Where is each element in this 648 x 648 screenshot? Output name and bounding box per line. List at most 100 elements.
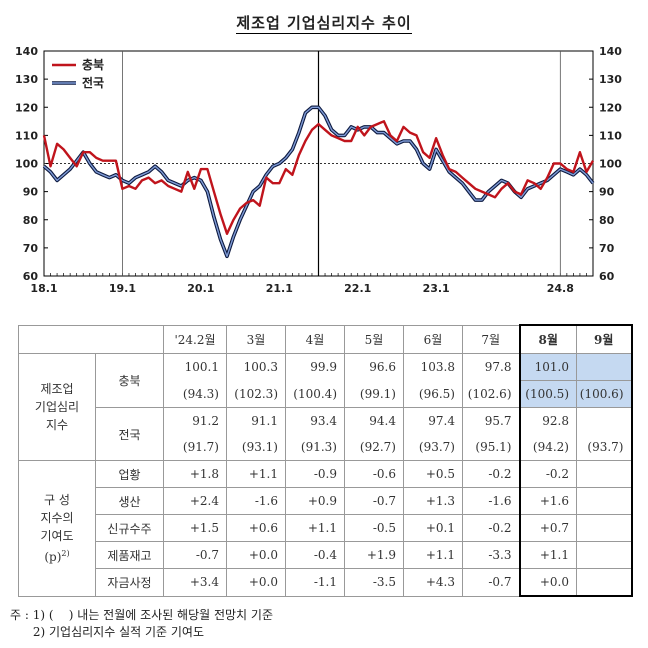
table-cell: +1.6	[518, 487, 577, 515]
table-cell: +1.8	[163, 460, 227, 488]
y-tick-label-left: 70	[23, 242, 39, 255]
table-cell	[576, 514, 633, 542]
table-cell: +0.1	[403, 514, 463, 542]
table-cell: (102.3)	[226, 380, 286, 408]
header-month: '24.2월	[163, 324, 227, 354]
y-tick-label-left: 110	[15, 129, 38, 142]
table-cell: (100.5)	[518, 380, 577, 408]
table-cell	[576, 568, 633, 597]
header-month: 5월	[344, 324, 404, 354]
data-table: '24.2월 3월 4월 5월 6월 7월 8월 9월 제조업 기업심리 지수 …	[18, 324, 633, 597]
group-label-p: (p)	[44, 549, 62, 564]
x-tick-label: 23.1	[423, 282, 450, 295]
table-cell: (91.7)	[163, 434, 227, 461]
table-cell: -0.2	[462, 460, 520, 488]
component-label: 업황	[95, 460, 164, 488]
header-month: 7월	[462, 324, 520, 354]
y-tick-label-left: 100	[15, 158, 38, 171]
component-label: 신규수주	[95, 514, 164, 542]
group-label-line: 기여도	[40, 528, 74, 543]
table-cell: +0.7	[518, 514, 577, 542]
table-cell: +1.9	[344, 541, 404, 569]
y-tick-label-right: 110	[599, 129, 622, 142]
table-cell: 91.2	[163, 407, 227, 434]
table-cell: +4.3	[403, 568, 463, 597]
table-cell: (93.1)	[226, 434, 286, 461]
component-label: 생산	[95, 487, 164, 515]
group-label-contribution: 구 성 지수의 기여도 (p)2)	[18, 460, 96, 597]
table-cell: (93.7)	[403, 434, 463, 461]
table-cell	[576, 487, 633, 515]
table-cell: 92.8	[518, 407, 577, 434]
y-tick-label-left: 60	[23, 270, 39, 283]
footnote-1: 주 : 1) ( ) 내는 전월에 조사된 해당월 전망치 기준	[10, 608, 273, 622]
table-cell	[576, 407, 633, 434]
y-tick-label-right: 120	[599, 101, 622, 114]
component-row-2: 신규수주 +1.5 +0.6 +1.1 -0.5 +0.1 -0.2 +0.7	[19, 514, 633, 542]
component-row-3: 제품재고 -0.7 +0.0 -0.4 +1.9 +1.1 -3.3 +1.1	[19, 541, 633, 569]
table-cell	[576, 541, 633, 569]
y-tick-label-right: 60	[599, 270, 615, 283]
y-tick-label-right: 140	[599, 45, 622, 58]
table-cell: 97.8	[462, 353, 520, 381]
table-cell: +2.4	[163, 487, 227, 515]
y-tick-label-right: 90	[599, 186, 615, 199]
component-row-4: 자금사정 +3.4 +0.0 -1.1 -3.5 +4.3 -0.7 +0.0	[19, 568, 633, 597]
table-cell: 103.8	[403, 353, 463, 381]
table-cell: -1.6	[226, 487, 286, 515]
group-label-line: 지수	[45, 418, 69, 432]
table-cell: (95.1)	[462, 434, 520, 461]
table-cell: 99.9	[285, 353, 345, 381]
component-row-0: 구 성 지수의 기여도 (p)2) 업황 +1.8 +1.1 -0.9 -0.6…	[18, 460, 633, 597]
table-cell: 101.0	[518, 353, 577, 381]
table-cell: -1.6	[462, 487, 520, 515]
group-label-bsi: 제조업 기업심리 지수	[18, 353, 96, 461]
header-blank-cell	[18, 324, 164, 354]
component-label: 자금사정	[95, 568, 164, 597]
row-label-national: 전국	[95, 407, 164, 461]
y-tick-label-right: 130	[599, 73, 622, 86]
table-cell: (102.6)	[462, 380, 520, 408]
table-cell: +1.5	[163, 514, 227, 542]
table-cell: -0.2	[462, 514, 520, 542]
x-tick-label: 19.1	[109, 282, 136, 295]
table-cell: -0.7	[163, 541, 227, 569]
table-cell: +3.4	[163, 568, 227, 597]
table-cell: -0.6	[344, 460, 404, 488]
y-tick-label-left: 120	[15, 101, 38, 114]
table-cell: (94.3)	[163, 380, 227, 408]
legend-label-national: 전국	[82, 75, 104, 90]
table-cell: (100.6)	[576, 380, 633, 408]
table-cell: -0.7	[344, 487, 404, 515]
group-label-line: 지수의	[40, 510, 74, 525]
table-cell: 96.6	[344, 353, 404, 381]
table-cell: -3.5	[344, 568, 404, 597]
table-cell: -0.7	[462, 568, 520, 597]
x-tick-label: 20.1	[187, 282, 214, 295]
group-label-line: 제조업	[40, 382, 74, 396]
x-tick-label: 18.1	[30, 282, 57, 295]
chungbuk-forecast-row: (94.3) (102.3) (100.4) (99.1) (96.5) (10…	[19, 380, 633, 408]
table-cell: (92.7)	[344, 434, 404, 461]
series-line-chungbuk	[42, 120, 595, 235]
table-cell: -0.2	[518, 460, 577, 488]
y-tick-label-left: 130	[15, 73, 38, 86]
line-chart: 60 60 70 70 80 80 90 90 100 100 110 110 120 120 130 130…	[15, 45, 622, 295]
table-cell: +1.1	[226, 460, 286, 488]
table-cell: -0.4	[285, 541, 345, 569]
y-tick-label-right: 70	[599, 242, 615, 255]
chart-title-text: 제조업 기업심리지수 추이	[236, 14, 412, 34]
table-cell: (100.4)	[285, 380, 345, 408]
footnotes: 주 : 1) ( ) 내는 전월에 조사된 해당월 전망치 기준 2) 기업심리…	[10, 607, 273, 641]
header-month: 8월	[518, 324, 577, 354]
table-cell: +0.0	[518, 568, 577, 597]
component-label: 제품재고	[95, 541, 164, 569]
table-cell: +0.9	[285, 487, 345, 515]
series-line-national	[43, 106, 594, 257]
table-cell: -0.9	[285, 460, 345, 488]
header-month: 9월	[576, 324, 633, 354]
table-cell: +1.1	[518, 541, 577, 569]
table-cell: 94.4	[344, 407, 404, 434]
national-actual-row: 전국 91.2 91.1 93.4 94.4 97.4 95.7 92.8	[19, 407, 633, 461]
header-month: 6월	[403, 324, 463, 354]
